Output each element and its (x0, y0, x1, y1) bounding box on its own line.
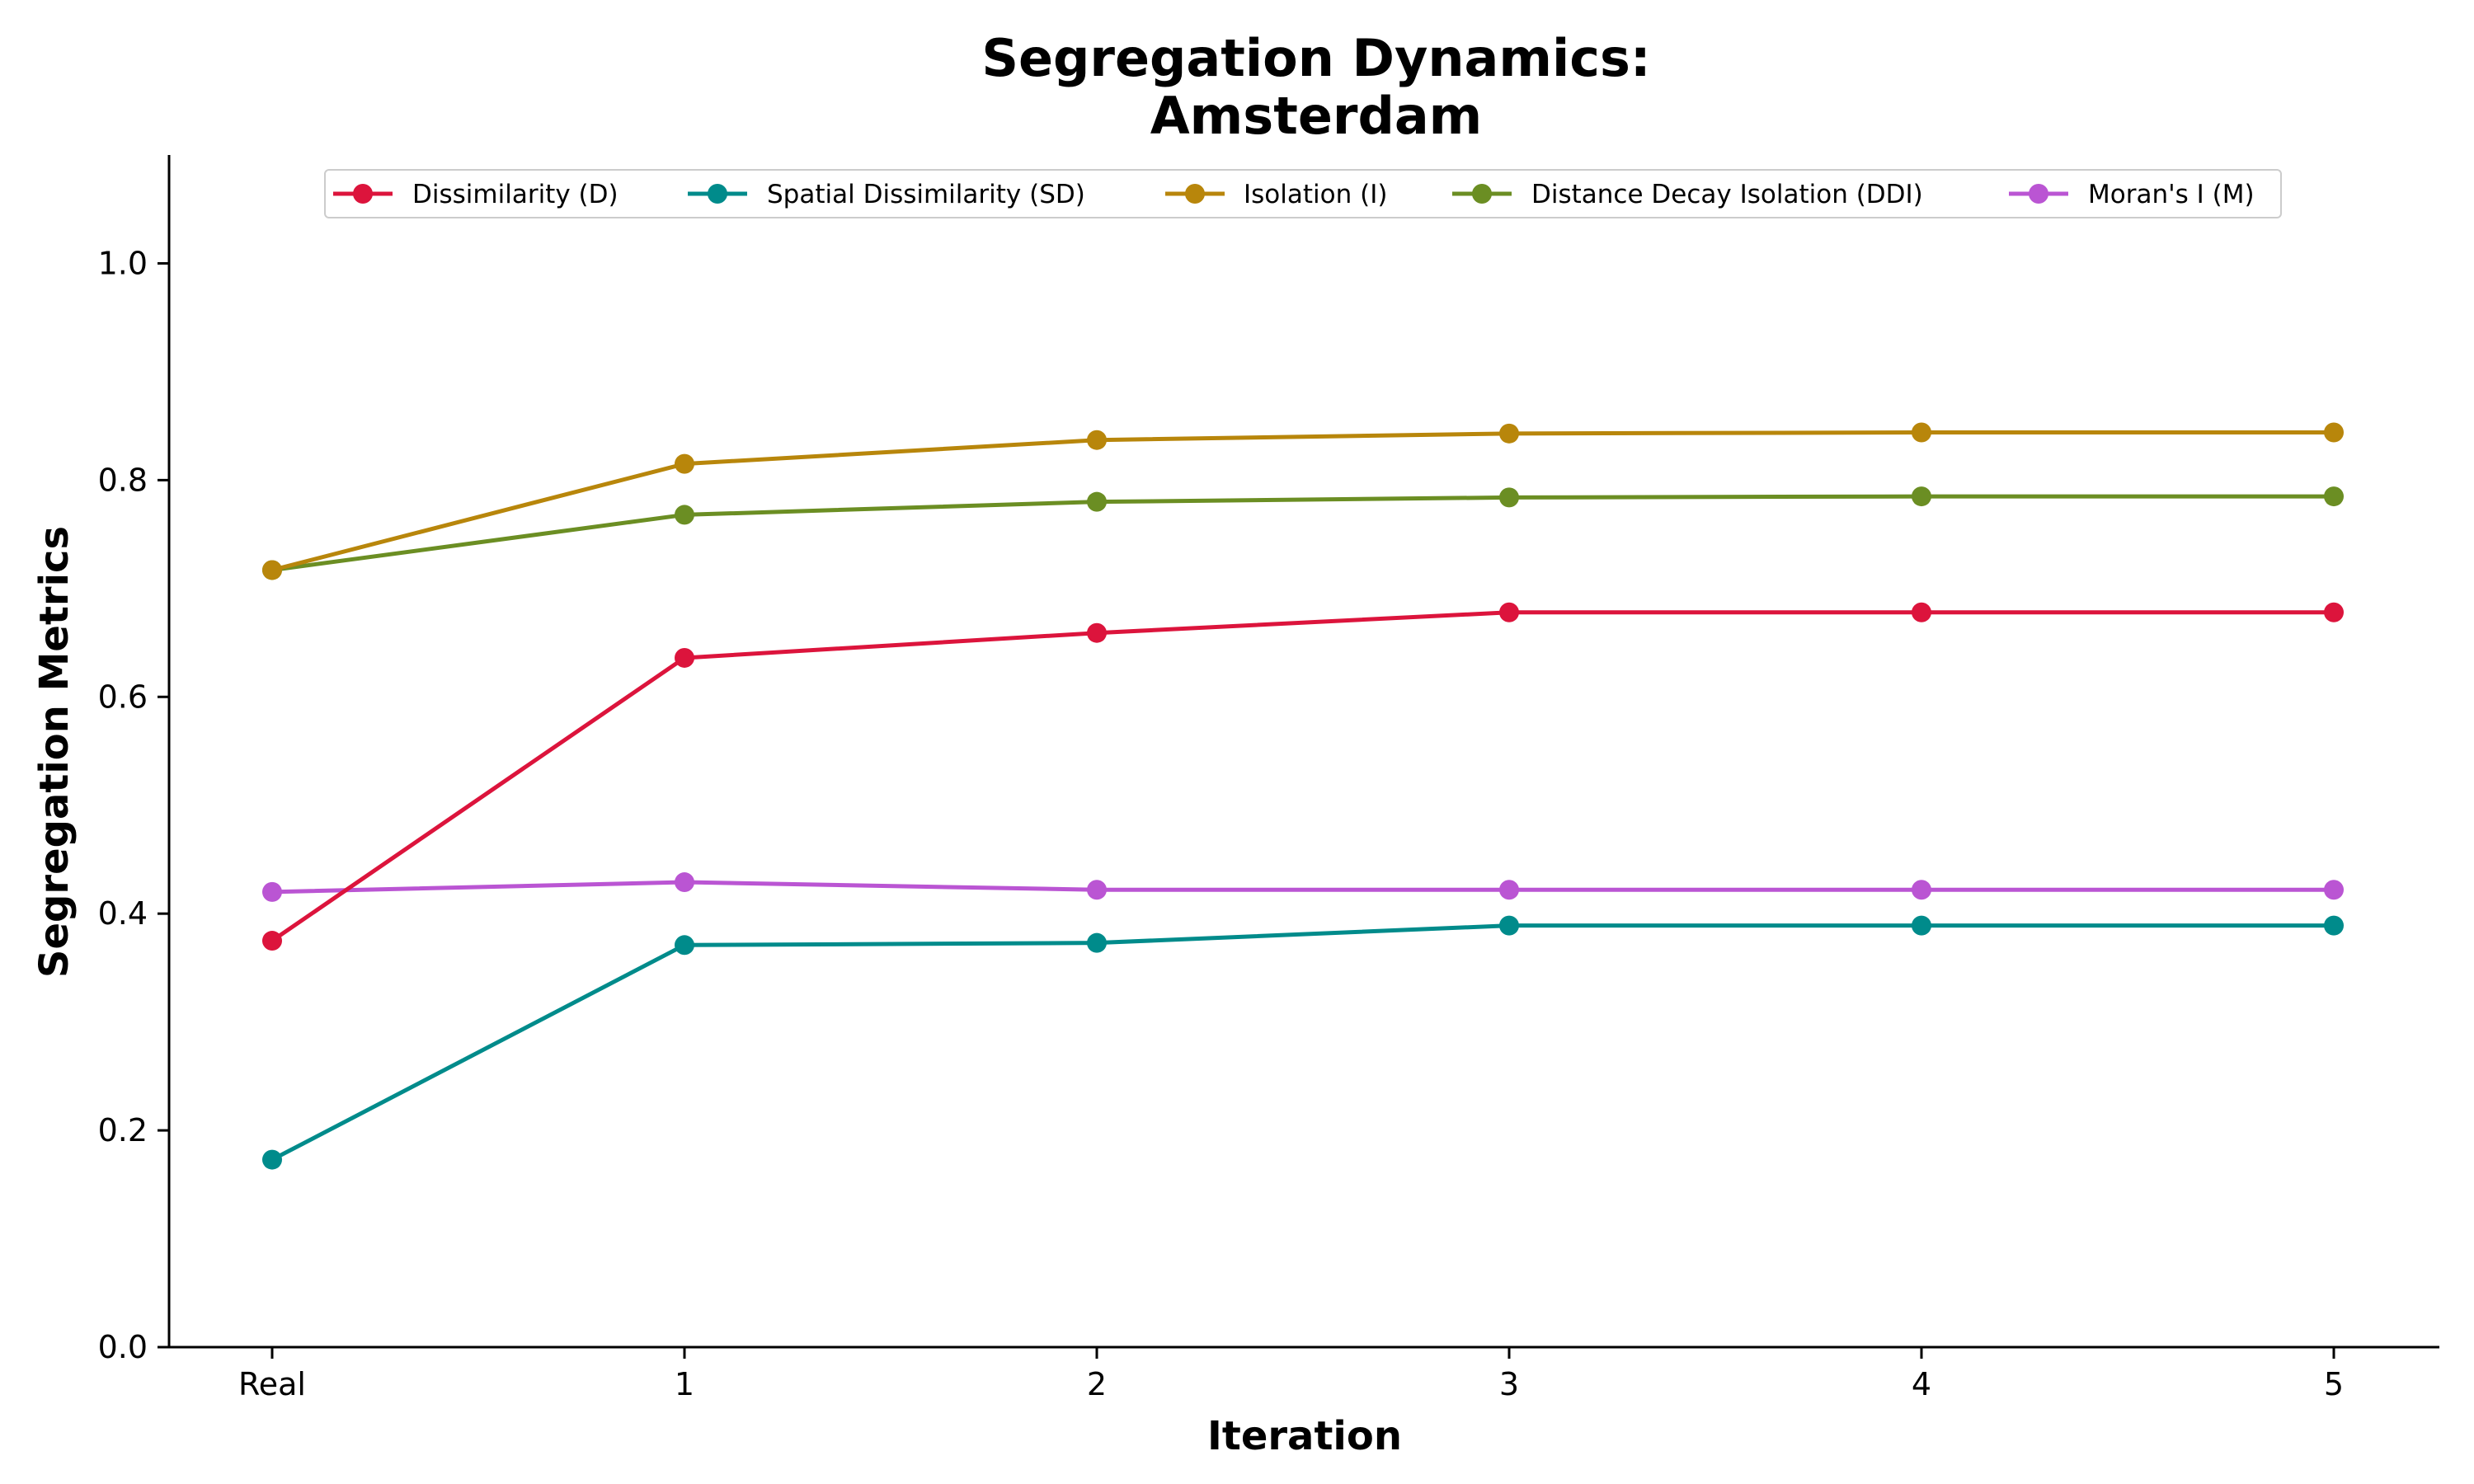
data-point (1499, 880, 1519, 900)
legend-marker (1185, 184, 1205, 204)
series-line (270, 923, 2334, 1162)
data-point (1087, 430, 1107, 450)
legend-marker (708, 184, 727, 204)
legend-marker (1472, 184, 1492, 204)
series-line (270, 610, 2334, 943)
data-point (2324, 422, 2344, 443)
series (262, 602, 2344, 951)
data-point (262, 881, 282, 902)
data-point (1912, 602, 1931, 622)
data-point (2324, 602, 2344, 622)
series (262, 422, 2344, 580)
y-tick-label: 0.0 (98, 1329, 148, 1365)
data-point (1499, 915, 1519, 936)
data-point (262, 560, 282, 580)
x-tick-label: 2 (1087, 1366, 1107, 1402)
data-point (1087, 932, 1107, 953)
data-point (1912, 486, 1931, 507)
legend-entry: Distance Decay Isolation (DDI) (1452, 180, 1923, 209)
series-line (271, 430, 2334, 572)
data-point (1087, 880, 1107, 900)
y-tick-label: 0.2 (98, 1112, 148, 1148)
chart-title-line2: Amsterdam (1150, 86, 1483, 146)
x-tick-label: 3 (1499, 1366, 1519, 1402)
series (262, 915, 2344, 1170)
data-point (675, 647, 694, 668)
y-tick-label: 1.0 (98, 245, 148, 281)
legend-frame (324, 169, 2282, 218)
data-point (262, 931, 282, 951)
x-tick-label: 4 (1912, 1366, 1931, 1402)
x-ticks: Real 1 2 3 4 5 (238, 1347, 2344, 1402)
series (262, 486, 2344, 580)
data-point (1499, 487, 1519, 508)
legend: Dissimilarity (D) Spatial Dissimilarity (… (324, 169, 2282, 218)
plot-area: 0.0 0.2 0.4 0.6 0.8 1.0 Real 1 2 3 4 5 (98, 155, 2439, 1402)
legend-entry: Spatial Dissimilarity (SD) (688, 180, 1085, 209)
data-point (1912, 915, 1931, 936)
legend-entry: Dissimilarity (D) (333, 180, 618, 209)
chart-title-line1: Segregation Dynamics: (981, 28, 1650, 88)
x-axis-label: Iteration (1207, 1413, 1402, 1459)
series-line (271, 494, 2334, 572)
legend-label: Distance Decay Isolation (DDI) (1531, 180, 1923, 209)
x-tick-label: 1 (675, 1366, 694, 1402)
data-point (2324, 915, 2344, 936)
data-point (675, 872, 694, 893)
legend-label: Moran's I (M) (2088, 180, 2255, 209)
y-tick-label: 0.8 (98, 462, 148, 498)
data-point (1912, 422, 1931, 443)
series (262, 872, 2344, 902)
data-point (675, 453, 694, 474)
series-line (271, 880, 2334, 895)
x-tick-label: 5 (2324, 1366, 2344, 1402)
legend-label: Dissimilarity (D) (412, 180, 618, 209)
data-point (1499, 423, 1519, 444)
series-lines (262, 422, 2344, 1170)
data-point (675, 935, 694, 956)
data-point (1912, 880, 1931, 900)
data-point (2324, 486, 2344, 507)
y-ticks: 0.0 0.2 0.4 0.6 0.8 1.0 (98, 245, 169, 1365)
data-point (262, 1149, 282, 1170)
y-tick-label: 0.6 (98, 679, 148, 715)
legend-marker (2029, 184, 2048, 204)
y-tick-label: 0.4 (98, 895, 148, 932)
x-tick-label: Real (238, 1366, 306, 1402)
y-axis-label: Segregation Metrics (31, 526, 78, 978)
data-point (1087, 622, 1107, 643)
legend-label: Spatial Dissimilarity (SD) (767, 180, 1085, 209)
data-point (1499, 602, 1519, 622)
legend-marker (353, 184, 373, 204)
legend-entry: Moran's I (M) (2009, 180, 2255, 209)
data-point (675, 505, 694, 525)
legend-entry: Isolation (I) (1165, 180, 1387, 209)
data-point (2324, 880, 2344, 900)
data-point (1087, 491, 1107, 512)
legend-label: Isolation (I) (1244, 180, 1387, 209)
